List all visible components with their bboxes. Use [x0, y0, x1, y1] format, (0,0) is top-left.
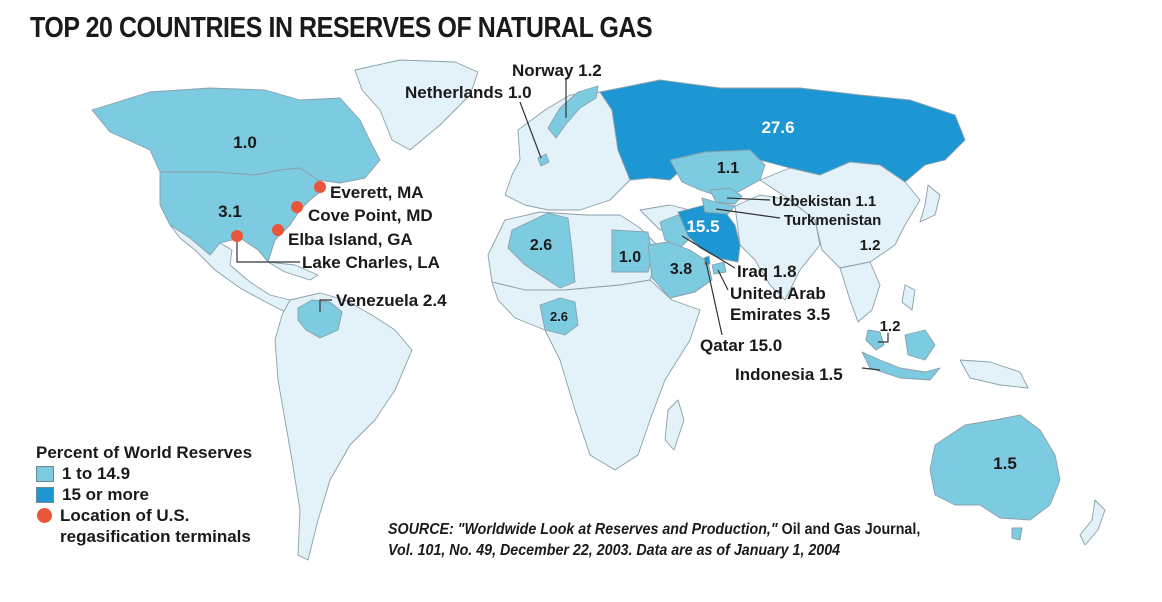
label-nigeria: 2.6: [550, 309, 568, 324]
leader-netherlands: [519, 101, 542, 159]
legend-tier2-swatch: [36, 486, 54, 503]
terminal-cove-point-dot: [291, 201, 303, 213]
leader-uzbekistan: [726, 197, 771, 201]
uae: [711, 261, 727, 275]
label-norway: Norway 1.2: [512, 61, 602, 80]
map-title: TOP 20 COUNTRIES IN RESERVES OF NATURAL …: [30, 12, 653, 44]
label-uzbekistan: Uzbekistan 1.1: [772, 193, 876, 210]
leader-indonesia: [861, 367, 881, 371]
source-journal: Oil and Gas Journal,: [781, 521, 921, 538]
tasmania: [1011, 527, 1023, 541]
philippines: [901, 284, 916, 311]
australia: [929, 414, 1061, 521]
label-china: 1.2: [860, 237, 881, 254]
new-zealand: [1079, 499, 1106, 546]
leader-iraq: [681, 235, 736, 269]
label-malaysia: 1.2: [880, 318, 901, 335]
leader-turkmenistan: [715, 208, 781, 219]
kazakhstan: [669, 149, 766, 196]
southeast-asia: [839, 261, 881, 323]
leader-venezuela: [319, 299, 332, 312]
legend-terminals-line2: regasification terminals: [60, 527, 251, 546]
terminal-lake-charles-dot: [231, 230, 243, 242]
label-uae-line1: United Arab: [730, 284, 826, 303]
china: [759, 161, 921, 269]
label-indonesia: Indonesia 1.5: [735, 365, 843, 384]
label-qatar: Qatar 15.0: [700, 336, 782, 355]
qatar: [703, 255, 711, 266]
legend-tier2-label: 15 or more: [62, 485, 149, 504]
venezuela: [297, 299, 343, 339]
label-australia: 1.5: [993, 454, 1017, 473]
legend-tier2: 15 or more: [36, 484, 252, 505]
legend-terminal-dot: [37, 508, 52, 523]
label-egypt: 1.0: [619, 249, 641, 266]
label-iran: 15.5: [686, 217, 719, 236]
legend-tier1-swatch: [36, 465, 54, 482]
japan: [919, 184, 941, 223]
legend-terminals-line1: Location of U.S.: [60, 506, 190, 525]
terminal-everett-dot: [314, 181, 326, 193]
legend-heading: Percent of World Reserves: [36, 443, 253, 462]
legend: Percent of World Reserves 1 to 14.9 15 o…: [36, 442, 252, 547]
label-netherlands: Netherlands 1.0: [405, 83, 532, 102]
label-elba-island: Elba Island, GA: [288, 230, 413, 249]
label-uae-line2: Emirates 3.5: [730, 305, 830, 324]
indonesia: [861, 351, 941, 381]
label-usa: 3.1: [218, 202, 242, 221]
south-asia: [734, 194, 821, 301]
legend-tier1: 1 to 14.9: [36, 463, 252, 484]
malaysia: [865, 329, 885, 351]
canada: [91, 87, 381, 184]
label-cove-point: Cove Point, MD: [308, 206, 433, 225]
label-iraq: Iraq 1.8: [737, 262, 797, 281]
borneo: [904, 329, 936, 361]
leader-malaysia: [878, 333, 889, 343]
source-line2: Vol. 101, No. 49, December 22, 2003. Dat…: [388, 542, 841, 559]
legend-tier1-label: 1 to 14.9: [62, 464, 131, 483]
saudi-arabia: [647, 241, 713, 299]
caribbean: [267, 261, 319, 281]
label-algeria: 2.6: [530, 237, 552, 254]
nigeria: [539, 297, 579, 336]
algeria: [507, 212, 576, 289]
label-everett: Everett, MA: [330, 183, 424, 202]
label-turkmenistan: Turkmenistan: [784, 212, 881, 229]
uzbekistan: [709, 187, 743, 205]
new-guinea: [959, 359, 1029, 389]
label-kazakhstan: 1.1: [717, 160, 739, 177]
label-russia: 27.6: [761, 118, 794, 137]
leader-qatar: [705, 261, 723, 336]
madagascar: [664, 399, 685, 451]
leader-lake-charles: [236, 242, 300, 263]
label-canada: 1.0: [233, 133, 257, 152]
source-prefix: SOURCE: "Worldwide Look at Reserves and …: [388, 521, 778, 538]
label-venezuela: Venezuela 2.4: [336, 291, 447, 310]
label-lake-charles: Lake Charles, LA: [302, 253, 440, 272]
label-saudi: 3.8: [670, 261, 692, 278]
legend-terminals: Location of U.S. regasification terminal…: [36, 505, 252, 547]
leader-uae: [717, 269, 729, 291]
source-note: SOURCE: "Worldwide Look at Reserves and …: [388, 519, 920, 561]
south-america: [274, 292, 413, 561]
terminal-elba-island-dot: [272, 224, 284, 236]
greenland: [354, 59, 479, 151]
legend-terminals-label: Location of U.S. regasification terminal…: [60, 505, 251, 547]
